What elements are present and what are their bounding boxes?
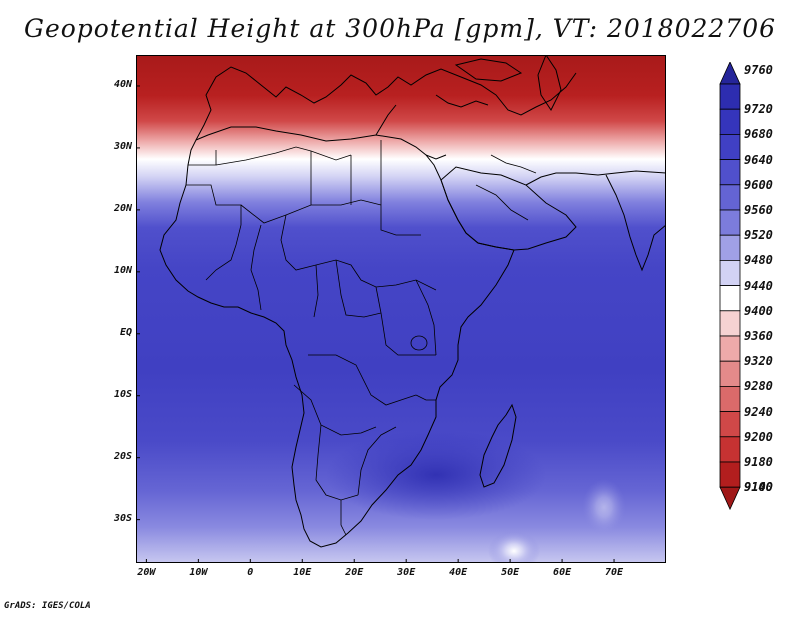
high-cell-east: [582, 479, 626, 535]
colorbar-swatch: [719, 259, 741, 286]
colorbar: [719, 62, 741, 511]
lon-label: 10E: [293, 567, 312, 578]
high-cell: [488, 531, 540, 563]
map-title: Geopotential Height at 300hPa [gpm], VT:…: [23, 14, 777, 43]
colorbar-swatch: [719, 108, 741, 135]
lake-victoria: [410, 335, 428, 351]
map-plot: [136, 55, 666, 563]
country-borders: [186, 140, 537, 536]
colorbar-swatch: [719, 335, 741, 362]
colorbar-level-label: 9440: [744, 278, 773, 293]
lon-label: 10W: [189, 567, 208, 578]
colorbar-swatch: [719, 411, 741, 438]
lat-label: 10S: [113, 388, 132, 400]
lat-label: 10N: [113, 264, 132, 276]
colorbar-bottom-arrow: [719, 486, 741, 511]
lon-label: 70E: [605, 567, 624, 578]
trough-area: [326, 430, 546, 520]
colorbar-level-label: 9240: [744, 404, 773, 419]
colorbar-level-label: 9640: [744, 152, 773, 167]
lat-label: 20N: [113, 202, 132, 214]
colorbar-level-label: 9760: [744, 63, 773, 77]
colorbar-swatch: [719, 234, 741, 261]
lat-label: EQ: [119, 326, 132, 338]
lat-label: 30S: [113, 512, 132, 524]
colorbar-swatch: [719, 209, 741, 236]
colorbar-swatch: [719, 436, 741, 463]
colorbar-swatch: [719, 385, 741, 412]
lon-label: 40E: [449, 567, 468, 578]
grads-credit: GrADS: IGES/COLA: [4, 601, 91, 611]
colorbar-level-label: 9520: [744, 228, 773, 243]
lon-label: 20E: [345, 567, 364, 578]
colorbar-swatch: [719, 83, 741, 110]
colorbar-level-label: 9400: [744, 303, 773, 318]
lat-label: 30N: [113, 140, 132, 152]
colorbar-level-label: 9140: [744, 480, 773, 495]
colorbar-level-label: 9180: [744, 455, 773, 469]
colorbar-swatch: [719, 285, 741, 312]
colorbar-level-label: 9600: [744, 177, 773, 192]
colorbar-level-label: 9100: [744, 480, 773, 495]
colorbar-swatch: [719, 461, 741, 488]
colorbar-swatch: [719, 184, 741, 211]
colorbar-level-label: 9200: [744, 429, 773, 444]
lon-label: 60E: [553, 567, 572, 578]
lon-label: 50E: [501, 567, 520, 578]
lon-label: 0: [247, 567, 254, 578]
colorbar-swatch: [719, 360, 741, 387]
coastlines: [159, 55, 666, 548]
colorbar-level-label: 9280: [744, 379, 773, 394]
colorbar-level-label: 9680: [744, 127, 773, 142]
lon-label: 30E: [397, 567, 416, 578]
colorbar-level-label: 9480: [744, 253, 773, 268]
colorbar-level-label: 9360: [744, 329, 773, 343]
colorbar-swatch: [719, 159, 741, 186]
lat-label: 40N: [113, 78, 132, 90]
colorbar-top-arrow: [719, 62, 741, 85]
colorbar-swatch: [719, 310, 741, 337]
axis-ticks: [136, 85, 615, 563]
colorbar-level-label: 9320: [744, 354, 773, 369]
colorbar-swatch: [719, 134, 741, 161]
colorbar-level-label: 9560: [744, 203, 773, 217]
lon-label: 20W: [137, 567, 156, 578]
map-frame: [136, 55, 666, 563]
lat-label: 20S: [113, 450, 132, 462]
colorbar-level-label: 9720: [744, 102, 773, 117]
